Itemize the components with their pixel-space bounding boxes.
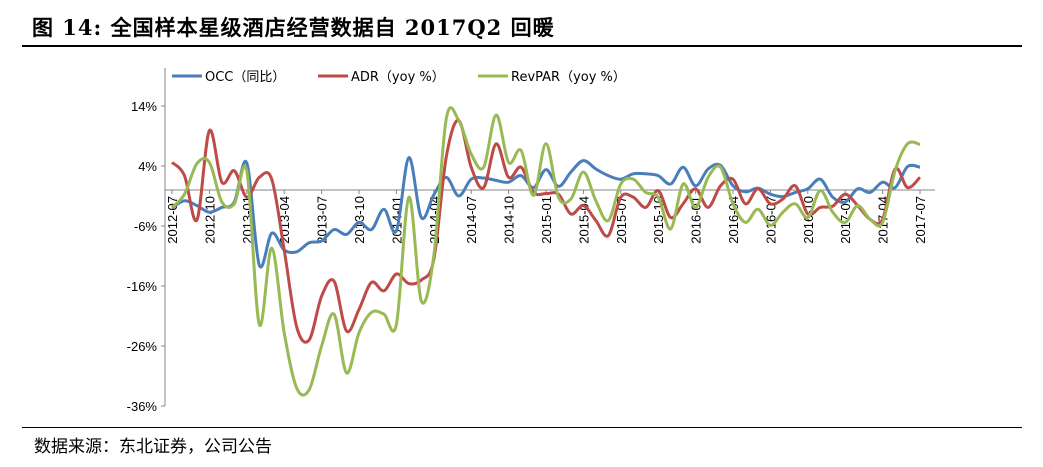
- source-note: 数据来源：东北证券，公司公告: [34, 437, 272, 457]
- x-tick-label: 2012-07: [165, 196, 180, 244]
- x-tick-label: 2013-07: [315, 196, 330, 244]
- y-tick-label: -26%: [127, 339, 158, 354]
- figure-title: 图 14: 全国样本星级酒店经营数据自 2017Q2 回暖: [32, 15, 555, 40]
- series-lines: [170, 106, 922, 397]
- legend-label: ADR（yoy %）: [351, 70, 445, 85]
- y-tick-label: -6%: [134, 219, 158, 234]
- x-tick-label: 2017-07: [913, 196, 928, 244]
- series-line-occ: [171, 156, 921, 269]
- x-tick-label: 2012-10: [202, 196, 217, 244]
- x-tick-label: 2014-07: [464, 196, 479, 244]
- title-divider: [22, 45, 1022, 47]
- x-tick-label: 2016-01: [689, 196, 704, 244]
- y-tick-label: -36%: [127, 399, 158, 414]
- legend: OCC（同比） ADR（yoy %） RevPAR（yoy %）: [172, 70, 626, 85]
- y-tick-label: 14%: [131, 99, 157, 114]
- x-tick-label: 2014-10: [502, 196, 517, 244]
- y-tick-label: 4%: [138, 159, 157, 174]
- series-line-revpar: [170, 106, 921, 397]
- x-tick-label: 2016-07: [763, 196, 778, 244]
- x-tick-label: 2016-04: [726, 196, 741, 244]
- legend-label: RevPAR（yoy %）: [511, 70, 626, 85]
- axes: 14% 4% -6% -16% -26% -36% 2012-07 2012-10 2013-0…: [127, 68, 935, 414]
- x-tick-label: 2017-01: [838, 196, 853, 244]
- x-tick-label: 2013-10: [352, 196, 367, 244]
- legend-label: OCC（同比）: [205, 70, 285, 85]
- x-tick-label: 2015-04: [576, 196, 591, 244]
- x-tick-label: 2015-01: [539, 196, 554, 244]
- source-divider: [22, 427, 1022, 428]
- y-tick-label: -16%: [127, 279, 158, 294]
- series-line-adr: [170, 118, 922, 344]
